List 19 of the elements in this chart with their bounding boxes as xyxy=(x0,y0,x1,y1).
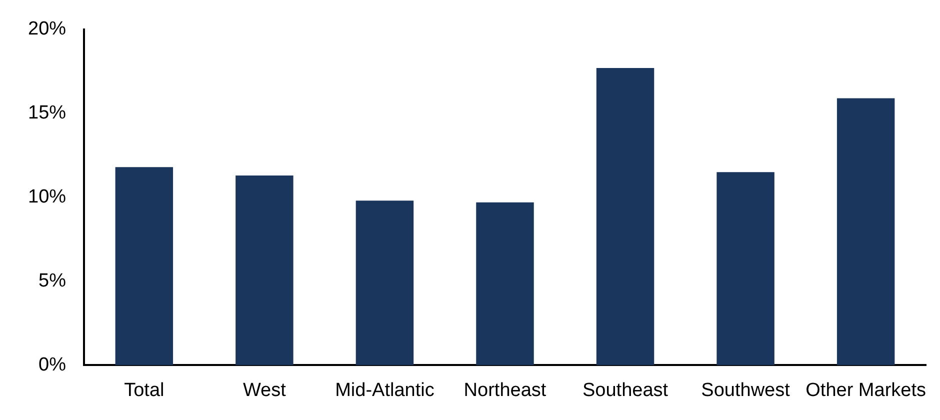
x-tick-label: Other Markets xyxy=(806,380,926,401)
bar xyxy=(836,98,895,366)
x-tick-label: Mid-Atlantic xyxy=(335,380,434,401)
bar xyxy=(236,175,294,366)
x-tick-label: Southeast xyxy=(582,380,669,401)
y-tick-label: 0% xyxy=(38,354,66,376)
x-tick-label: Northeast xyxy=(464,380,547,401)
bar xyxy=(596,68,654,366)
x-tick-label: Southwest xyxy=(701,380,791,401)
x-tick-label: West xyxy=(242,380,287,401)
bar xyxy=(115,167,174,366)
y-tick-label: 10% xyxy=(28,186,66,208)
bar xyxy=(716,172,774,366)
y-tick-label: 15% xyxy=(28,102,66,124)
y-tick-label: 5% xyxy=(38,270,66,292)
y-tick-label: 20% xyxy=(28,18,66,40)
bar xyxy=(476,202,534,366)
x-tick-label: Total xyxy=(124,380,164,401)
bar xyxy=(356,200,414,366)
